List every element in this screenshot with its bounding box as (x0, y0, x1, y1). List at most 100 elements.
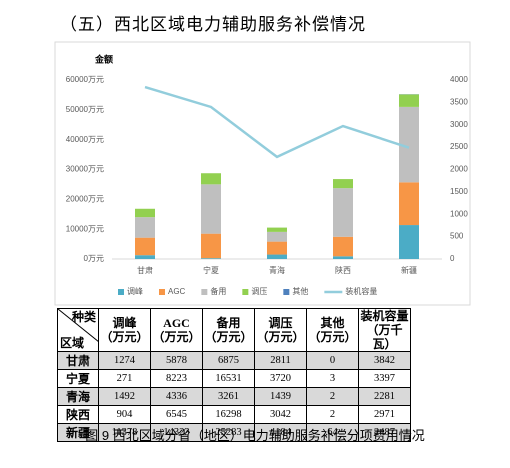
x-tick-label: 宁夏 (203, 265, 219, 275)
chart: 金额 0万元 10000万元 20000万元 30000万元 40000万元 50000万… (54, 41, 471, 306)
bar-segment (201, 184, 221, 234)
cell: 1492 (98, 387, 151, 406)
column-name: 调压 (268, 316, 293, 330)
bar-segment (333, 179, 353, 189)
data-row: 新疆 11378 14323 25283 4184 64 2487 (57, 423, 411, 442)
cell: 3397 (358, 369, 411, 388)
column-header: 调压 （万元） (254, 308, 307, 352)
legend-swatch (201, 289, 208, 295)
legend-label: 装机容量 (345, 286, 377, 296)
legend-label: 其他 (292, 286, 308, 296)
bar-segment (399, 106, 419, 183)
bar-segment (267, 254, 287, 259)
bar-segment (267, 231, 287, 242)
y-tick-label: 30000万元 (66, 165, 104, 174)
column-name: 调峰 (112, 316, 137, 330)
row-header: 甘肃 (57, 351, 99, 370)
legend-swatch (283, 289, 290, 295)
column-unit: （万元） (256, 330, 305, 344)
line (144, 85, 410, 159)
cell: 271 (98, 369, 151, 388)
y2-tick-label: 4000 (450, 75, 468, 84)
legend-swatch (118, 289, 124, 295)
bar-segment (333, 236, 353, 257)
cell: 2971 (358, 405, 411, 424)
cell: 16298 (202, 405, 255, 424)
caption: 图 9 西北区域分省（地区）电力辅助服务补偿分项费用情况 (85, 428, 425, 443)
cell: 1439 (254, 387, 307, 406)
cell: 2487 (358, 423, 411, 442)
row-header: 陕西 (57, 405, 99, 424)
x-tick-label: 青海 (269, 265, 285, 275)
bar-segment (333, 256, 353, 259)
heading: （五）西北区域电力辅助服务补偿情况 (60, 15, 366, 34)
cell: 4184 (254, 423, 307, 442)
cell: 3 (306, 369, 359, 388)
y2-tick-label: 500 (450, 232, 464, 241)
y-tick-label: 20000万元 (66, 194, 104, 203)
cell: 14323 (150, 423, 203, 442)
cell: 16531 (202, 369, 255, 388)
cell: 11378 (98, 423, 151, 442)
y2-tick-label: 3000 (450, 120, 468, 129)
column-header: AGC （万元） (150, 308, 203, 352)
cell: 3042 (254, 405, 307, 424)
legend-label: 备用 (210, 286, 226, 296)
legend-swatch (159, 289, 165, 295)
bar-segment (399, 182, 419, 226)
bar-segment (135, 217, 155, 238)
cell: 0 (306, 351, 359, 370)
column-unit: （万元） (152, 330, 201, 344)
bar-segment (399, 94, 419, 107)
cell: 64 (306, 423, 359, 442)
y-tick-label: 0万元 (84, 254, 104, 263)
x-tick-label: 新疆 (401, 265, 417, 275)
column-header: 其他 （万元） (306, 308, 359, 352)
corner-bottom: 区域 (60, 336, 85, 350)
cell: 2 (306, 405, 359, 424)
corner-cell: 种类 区域 (57, 308, 99, 352)
y2-tick-label: 2500 (450, 142, 468, 151)
column-unit: （万元） (204, 330, 253, 344)
bar-segment (201, 173, 221, 185)
row-header: 青海 (57, 387, 99, 406)
bar-segment (267, 227, 287, 232)
x-tick-label: 陕西 (335, 265, 351, 275)
column-name: 装机容量 (360, 309, 409, 323)
data-row: 宁夏 271 8223 16531 3720 3 3397 (57, 369, 411, 388)
header-row: 种类 区域 调峰 （万元） AGC （万元） 备用 （万元） 调压 （万元） 其他 （万元） 装机容量（… (57, 308, 411, 352)
bar-segment (201, 258, 221, 259)
bar-segment (201, 233, 221, 259)
cell: 2811 (254, 351, 307, 370)
column-name: AGC (163, 316, 190, 330)
column-unit: （万千瓦） (366, 323, 403, 351)
cell: 3842 (358, 351, 411, 370)
y-tick-label: 10000万元 (66, 224, 104, 233)
cell: 8223 (150, 369, 203, 388)
bar-segment (135, 237, 155, 256)
y-tick-label: 50000万元 (66, 105, 104, 114)
column-unit: （万元） (308, 330, 357, 344)
cell: 6545 (150, 405, 203, 424)
legend-label: 调压 (251, 287, 267, 296)
bar-segment (399, 225, 419, 259)
column-header: 备用 （万元） (202, 308, 255, 352)
bar-segment (333, 188, 353, 237)
y2-tick-label: 0 (450, 254, 455, 263)
chart-frame (54, 41, 471, 306)
x-tick-label: 甘肃 (137, 265, 153, 275)
row-header: 宁夏 (57, 369, 99, 388)
y2-tick-label: 2000 (450, 165, 468, 174)
column-header: 装机容量 （万千瓦） (358, 308, 411, 352)
cell: 25283 (202, 423, 255, 442)
legend-label: AGC (168, 287, 186, 296)
cell: 1274 (98, 351, 151, 370)
cell: 2 (306, 387, 359, 406)
column-name: 备用 (216, 316, 241, 330)
bar-segment (135, 255, 155, 259)
data-row: 陕西 904 6545 16298 3042 2 2971 (57, 405, 411, 424)
row-header: 新疆 (57, 423, 99, 442)
cell: 2281 (358, 387, 411, 406)
legend-label: 调峰 (127, 286, 143, 296)
